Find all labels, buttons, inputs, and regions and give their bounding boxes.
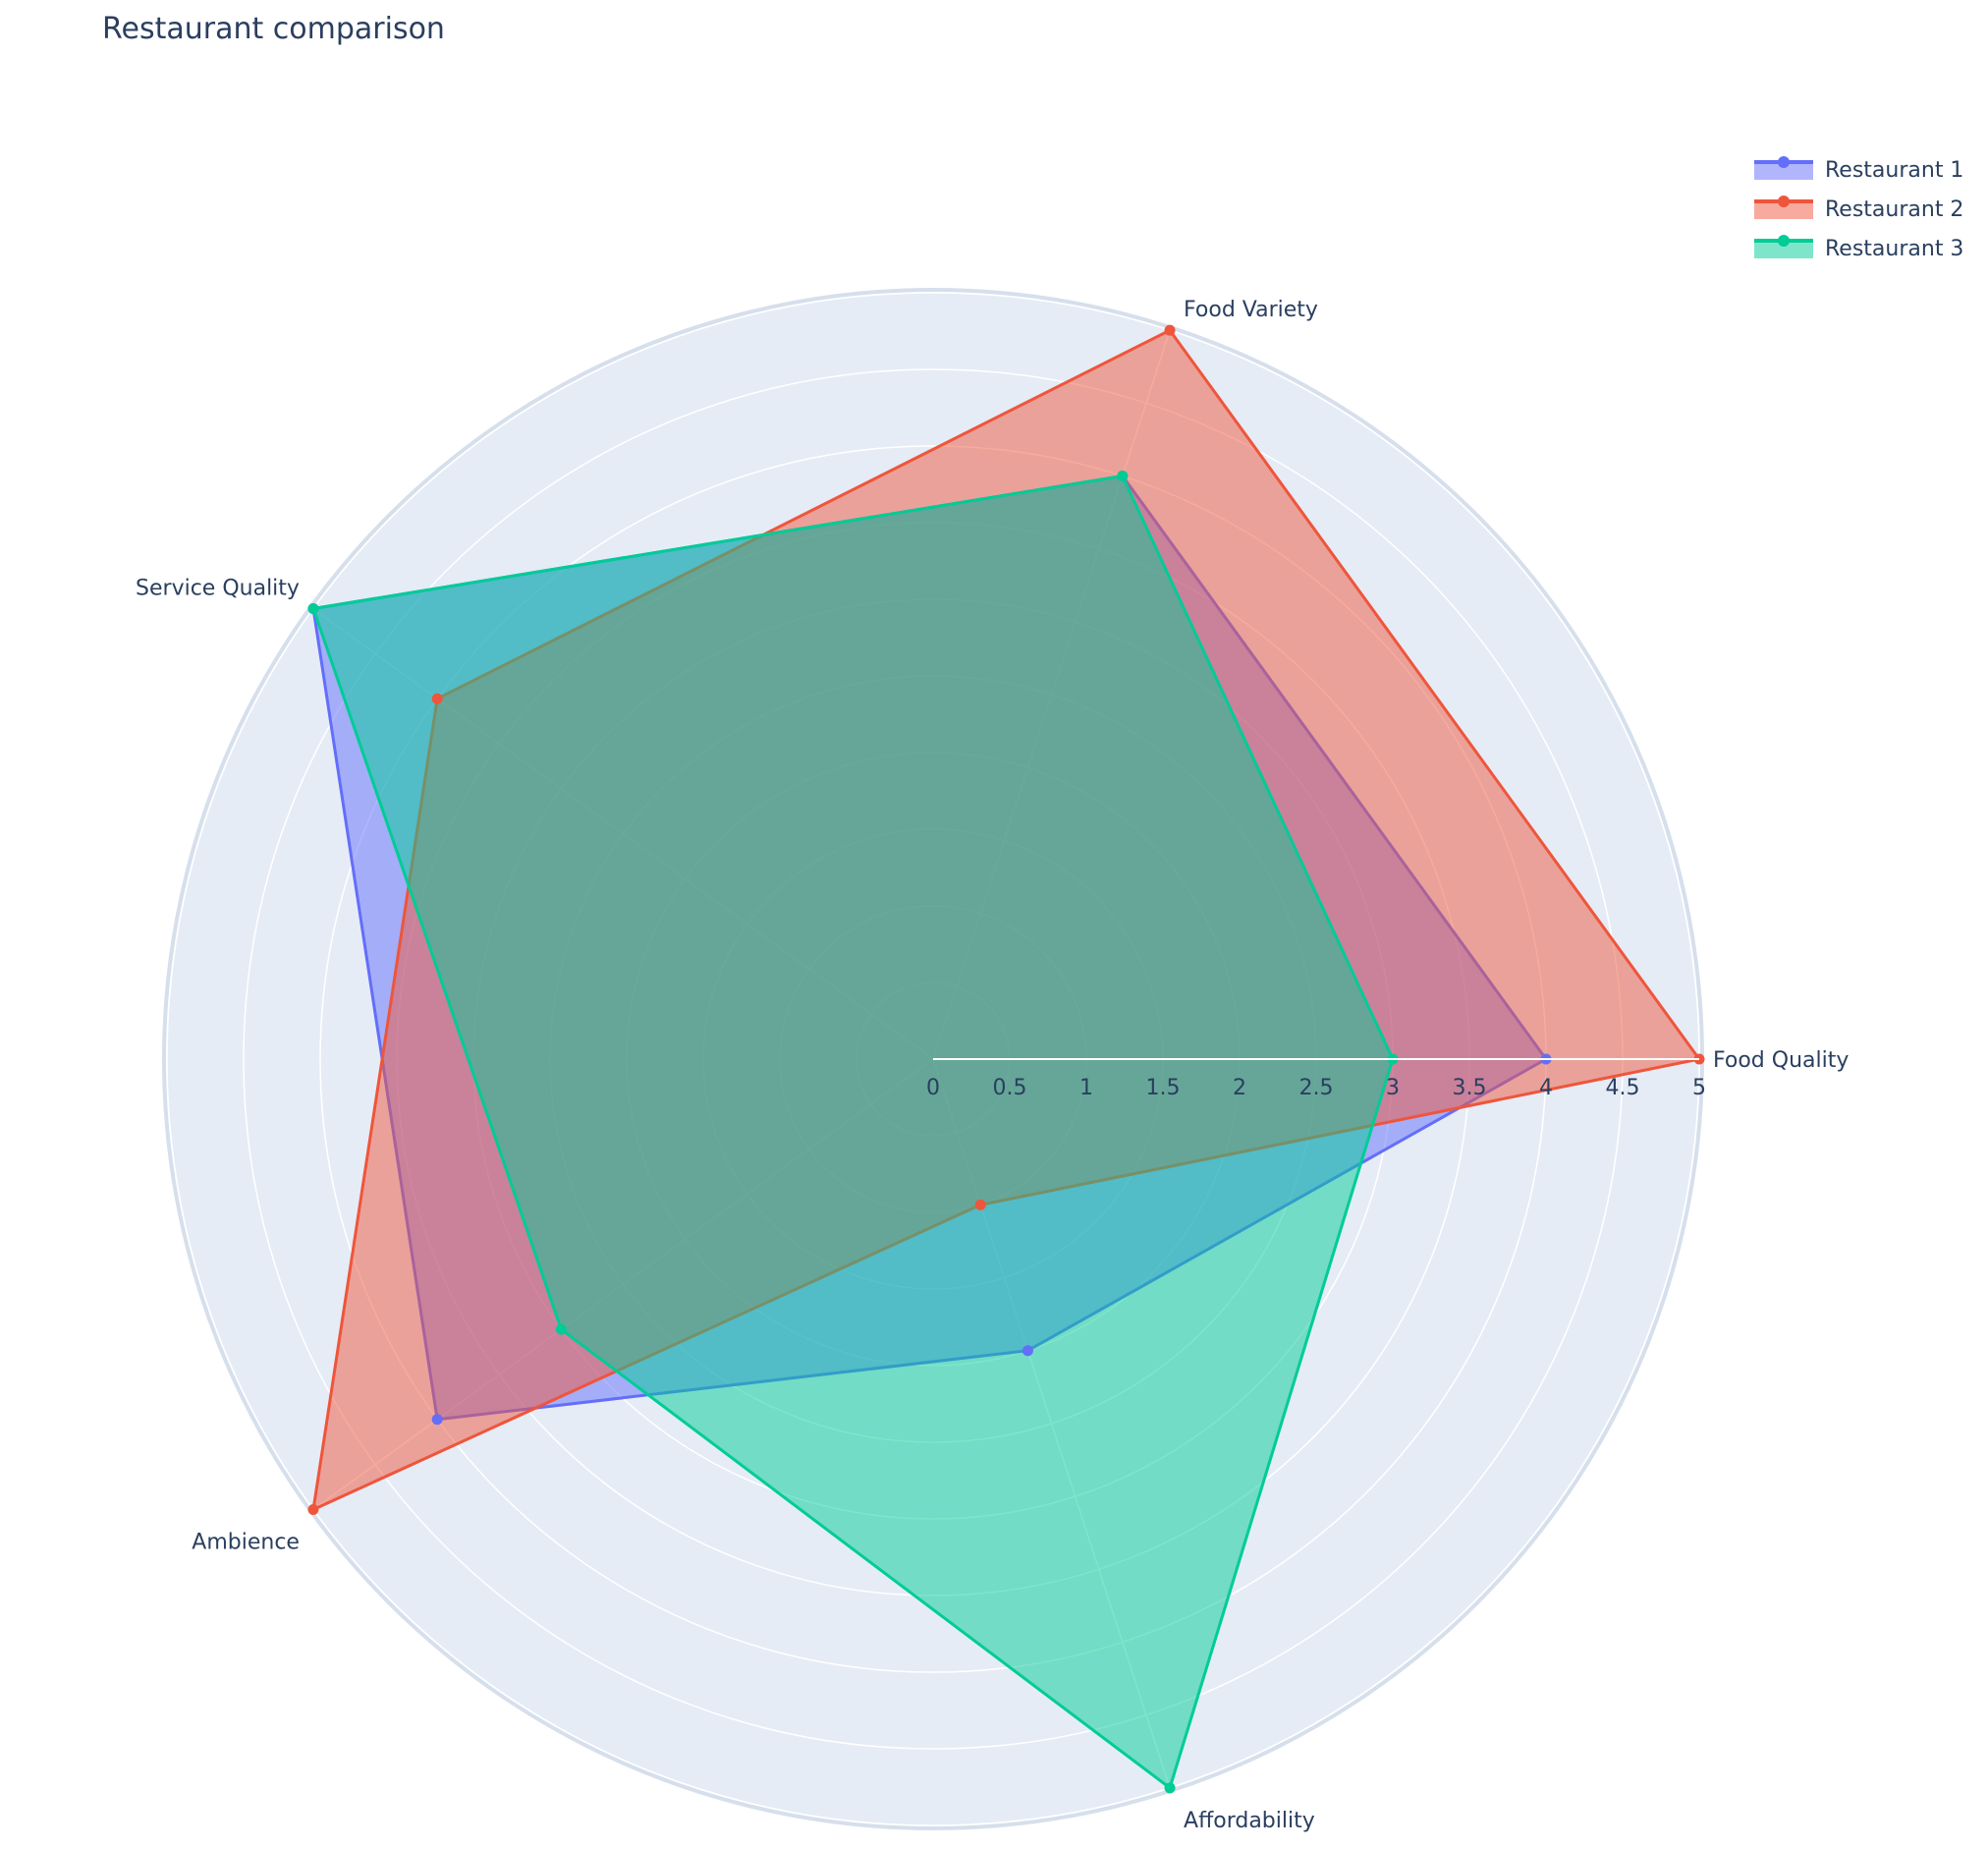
legend-swatch-1 bbox=[1754, 162, 1813, 180]
legend-label-2: Restaurant 2 bbox=[1825, 197, 1963, 222]
legend-label-3: Restaurant 3 bbox=[1825, 237, 1963, 261]
chart-title: Restaurant comparison bbox=[102, 12, 445, 46]
axis-label-service-quality: Service Quality bbox=[136, 577, 300, 601]
radial-tick-label: 3 bbox=[1386, 1076, 1400, 1100]
series-2-point-2 bbox=[431, 693, 443, 704]
legend-swatch-2 bbox=[1754, 201, 1813, 219]
series-1-point-4 bbox=[1022, 1345, 1033, 1357]
legend-item-2[interactable]: Restaurant 2 bbox=[1754, 196, 1963, 222]
radial-tick-label: 1 bbox=[1079, 1076, 1093, 1100]
legend-marker-1 bbox=[1778, 156, 1790, 168]
legend-item-1[interactable]: Restaurant 1 bbox=[1754, 156, 1963, 183]
radial-tick-label: 0.5 bbox=[993, 1076, 1027, 1100]
legend-label-1: Restaurant 1 bbox=[1825, 158, 1963, 183]
legend-swatch-3 bbox=[1754, 241, 1813, 258]
radial-tick-label: 4 bbox=[1539, 1076, 1553, 1100]
axis-label-ambience: Ambience bbox=[192, 1530, 300, 1554]
axis-label-food-variety: Food Variety bbox=[1184, 298, 1318, 322]
series-3-point-4 bbox=[1164, 1782, 1176, 1794]
radial-tick-label: 4.5 bbox=[1606, 1076, 1640, 1100]
radial-tick-label: 0 bbox=[926, 1076, 940, 1100]
radial-tick-label: 2 bbox=[1233, 1076, 1246, 1100]
radial-tick-label: 3.5 bbox=[1453, 1076, 1487, 1100]
series-2-point-3 bbox=[307, 1503, 319, 1515]
series-2-point-1 bbox=[1164, 324, 1176, 336]
axis-label-food-quality: Food Quality bbox=[1713, 1048, 1849, 1073]
series-3-point-2 bbox=[307, 603, 319, 615]
radial-tick-label: 5 bbox=[1692, 1076, 1706, 1100]
series-3-point-1 bbox=[1117, 471, 1129, 482]
series-3-point-3 bbox=[555, 1323, 567, 1335]
radial-tick-label: 1.5 bbox=[1146, 1076, 1181, 1100]
legend-marker-3 bbox=[1778, 235, 1790, 247]
series-1-point-3 bbox=[431, 1414, 443, 1426]
radial-tick-label: 2.5 bbox=[1299, 1076, 1334, 1100]
axis-label-affordability: Affordability bbox=[1184, 1809, 1315, 1833]
legend-item-3[interactable]: Restaurant 3 bbox=[1754, 235, 1963, 261]
series-2-point-4 bbox=[974, 1199, 986, 1210]
series-area-3 bbox=[311, 475, 1395, 1790]
legend-marker-2 bbox=[1778, 196, 1790, 207]
